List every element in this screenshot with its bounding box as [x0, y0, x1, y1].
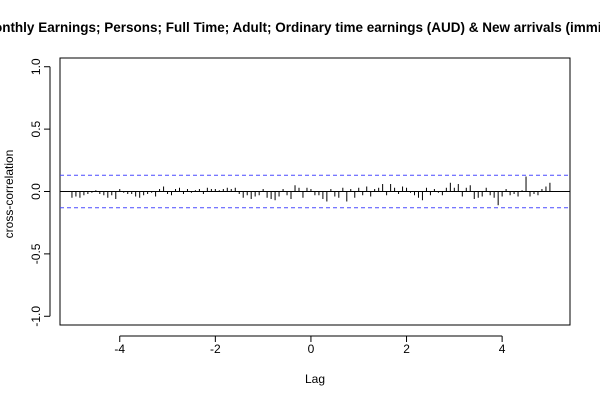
y-tick-label: 1.0 — [29, 58, 43, 75]
y-axis-label: cross-correlation — [2, 150, 16, 239]
x-tick-label: 4 — [499, 342, 506, 356]
x-tick-label: -4 — [114, 342, 125, 356]
chart-marks: -4 -2 0 2 4 -1.0 -0.5 0.0 0.5 1.0 — [29, 57, 571, 356]
x-axis-label: Lag — [305, 372, 325, 386]
chart-title: Monthly Earnings; Persons; Full Time; Ad… — [0, 20, 600, 35]
y-tick-label: -1.0 — [29, 306, 43, 327]
x-tick-label: 0 — [308, 342, 315, 356]
x-tick-label: -2 — [210, 342, 221, 356]
y-tick-label: 0.5 — [29, 120, 43, 137]
y-tick-label: -0.5 — [29, 243, 43, 264]
x-tick-label: 2 — [403, 342, 410, 356]
y-tick-label: 0.0 — [29, 183, 43, 200]
